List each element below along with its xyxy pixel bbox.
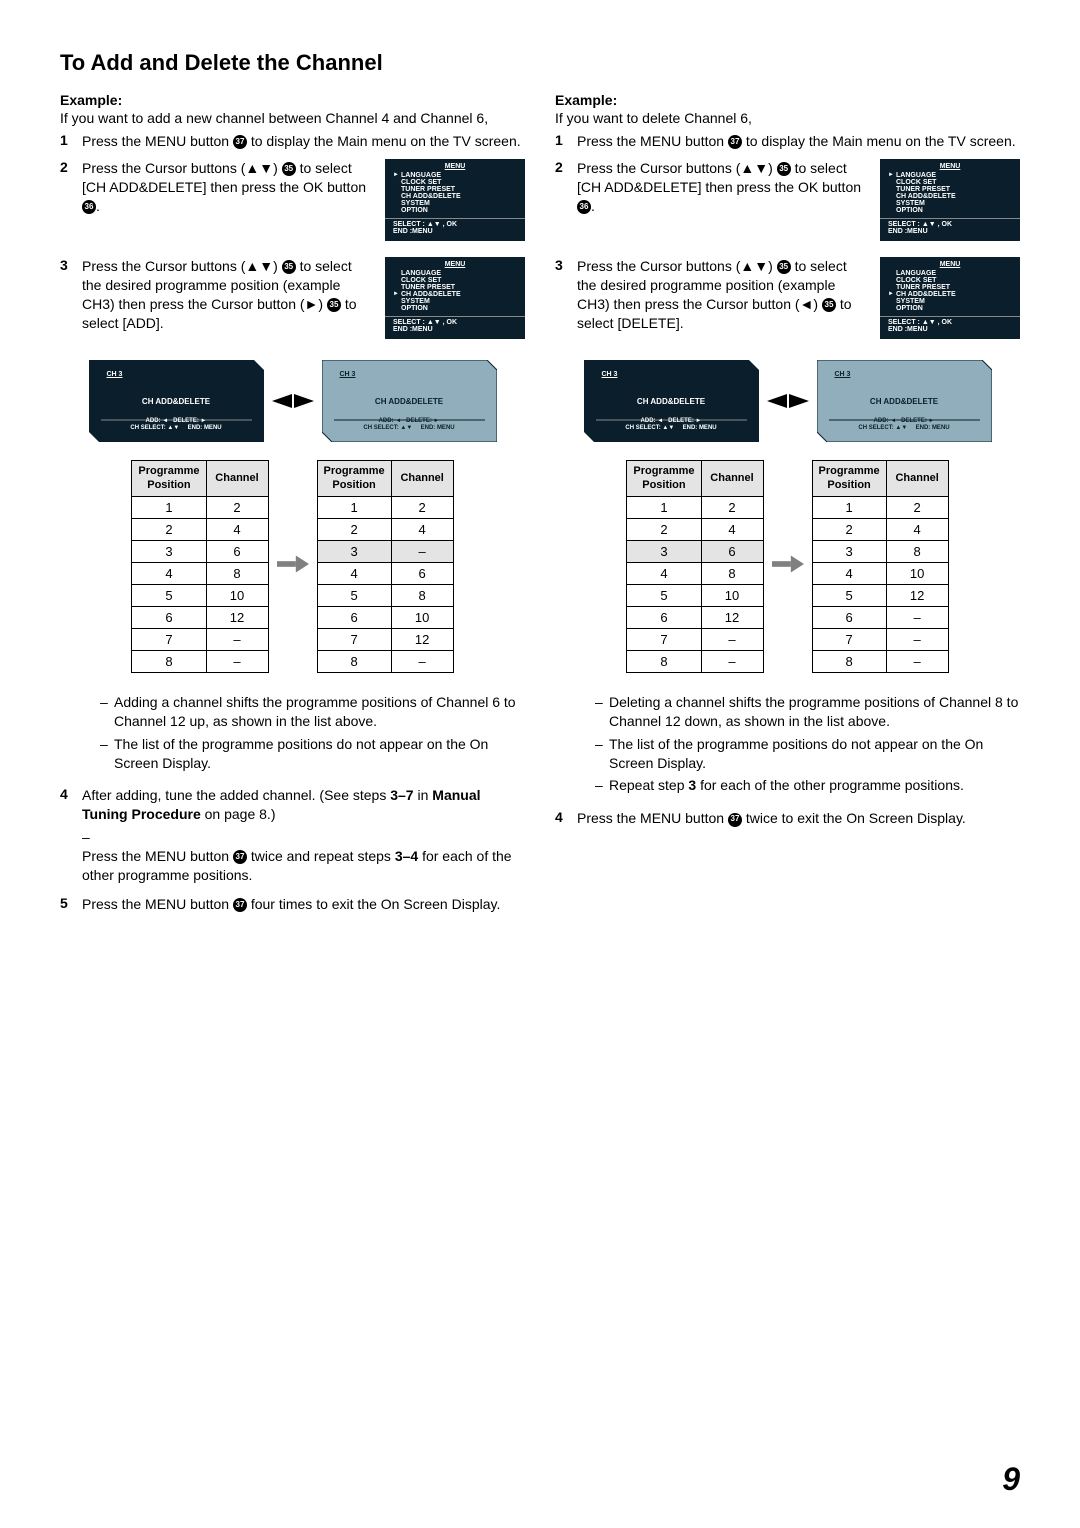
page-number: 9	[1002, 1461, 1020, 1498]
note-text: Deleting a channel shifts the programme …	[609, 693, 1020, 731]
button-ref-icon: 35	[822, 298, 836, 312]
right-arrow-icon	[277, 555, 309, 578]
intro-text: If you want to delete Channel 6,	[555, 110, 1020, 126]
step-number: 1	[60, 132, 82, 151]
button-ref-icon: 36	[577, 200, 591, 214]
step-number: 2	[555, 159, 577, 216]
step-number: 5	[60, 895, 82, 914]
note-text: Repeat step 3 for each of the other prog…	[609, 776, 964, 795]
step-text: Press the MENU button 37 four times to e…	[82, 895, 525, 914]
osd-channel-box: CH 3CH ADD&DELETEADD: ◄ DELETE: ► CH SEL…	[584, 360, 759, 442]
step-text: Press the MENU button 37 to display the …	[577, 132, 1020, 151]
button-ref-icon: 35	[282, 260, 296, 274]
channel-table: ProgrammePositionChannel122436485106127–…	[626, 460, 763, 672]
channel-table: ProgrammePositionChannel122436485106127–…	[131, 460, 268, 672]
button-ref-icon: 37	[728, 813, 742, 827]
button-ref-icon: 35	[282, 162, 296, 176]
channel-table: ProgrammePositionChannel12243–4658610712…	[317, 460, 454, 672]
note-text: The list of the programme positions do n…	[609, 735, 1020, 773]
step-text: Press the Cursor buttons (▲▼) 35 to sele…	[82, 159, 375, 216]
step-number: 2	[60, 159, 82, 216]
osd-menu: MENU LANGUAGE CLOCK SET TUNER PRESET CH …	[385, 257, 525, 339]
osd-channel-box: CH 3CH ADD&DELETEADD: ◄ DELETE: ► CH SEL…	[817, 360, 992, 442]
step-number: 1	[555, 132, 577, 151]
channel-table: ProgrammePositionChannel1224384105126–7–…	[812, 460, 949, 672]
osd-menu: MENU LANGUAGE CLOCK SET TUNER PRESET CH …	[385, 159, 525, 241]
example-label: Example:	[60, 92, 525, 108]
osd-menu: MENU LANGUAGECLOCK SET TUNER PRESETCH AD…	[880, 257, 1020, 339]
page-title: To Add and Delete the Channel	[60, 50, 1020, 76]
button-ref-icon: 37	[728, 135, 742, 149]
button-ref-icon: 35	[777, 162, 791, 176]
osd-menu: MENU LANGUAGECLOCK SET TUNER PRESETCH AD…	[880, 159, 1020, 241]
button-ref-icon: 37	[233, 898, 247, 912]
osd-channel-box: CH 3CH ADD&DELETEADD: ◄ DELETE: ► CH SEL…	[89, 360, 264, 442]
step-text: Press the MENU button 37 twice to exit t…	[577, 809, 1020, 828]
note-text: Adding a channel shifts the programme po…	[114, 693, 525, 731]
intro-text: If you want to add a new channel between…	[60, 110, 525, 126]
osd-channel-box: CH 3CH ADD&DELETEADD: ◄ DELETE: ► CH SEL…	[322, 360, 497, 442]
double-arrow-icon	[272, 391, 314, 411]
step-text: After adding, tune the added channel. (S…	[82, 786, 525, 884]
step-text: Press the MENU button 37 to display the …	[82, 132, 525, 151]
step-number: 4	[60, 786, 82, 884]
step-text: Press the Cursor buttons (▲▼) 35 to sele…	[577, 159, 870, 216]
right-arrow-icon	[772, 555, 804, 578]
button-ref-icon: 37	[233, 850, 247, 864]
button-ref-icon: 35	[777, 260, 791, 274]
step-number: 3	[60, 257, 82, 333]
note-text: The list of the programme positions do n…	[114, 735, 525, 773]
example-label: Example:	[555, 92, 1020, 108]
button-ref-icon: 37	[233, 135, 247, 149]
button-ref-icon: 36	[82, 200, 96, 214]
step-number: 4	[555, 809, 577, 828]
double-arrow-icon	[767, 391, 809, 411]
step-text: Press the Cursor buttons (▲▼) 35 to sele…	[577, 257, 870, 333]
button-ref-icon: 35	[327, 298, 341, 312]
step-number: 3	[555, 257, 577, 333]
step-text: Press the Cursor buttons (▲▼) 35 to sele…	[82, 257, 375, 333]
